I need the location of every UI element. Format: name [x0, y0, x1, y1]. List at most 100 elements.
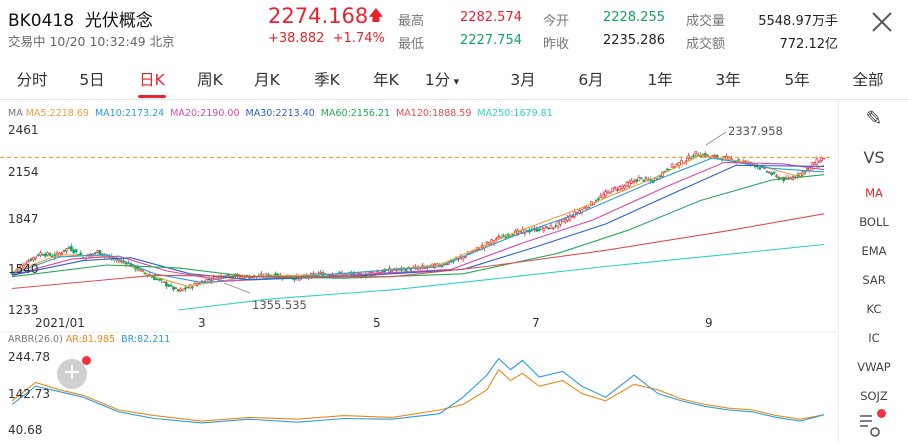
- ma_legend-item: MA120:1888.59: [396, 108, 472, 119]
- candle-body: [169, 284, 173, 287]
- ma_legend-item: MA20:2190.00: [170, 108, 240, 119]
- candle-body: [70, 246, 73, 252]
- arbr_legend-item: AR:81.985: [65, 334, 116, 345]
- tab-11[interactable]: 3年: [715, 71, 741, 89]
- tab-3[interactable]: 周K: [197, 71, 223, 89]
- ma-line-ma120: [11, 213, 825, 290]
- tab-5[interactable]: 季K: [314, 71, 340, 89]
- tab-13[interactable]: 全部: [852, 71, 884, 89]
- ma-line-ma30: [11, 164, 825, 281]
- candle-body: [670, 163, 674, 168]
- tab-2[interactable]: 日K: [139, 71, 165, 89]
- settings-icon[interactable]: [857, 412, 881, 438]
- candle-body: [642, 179, 645, 182]
- candle-body: [60, 252, 64, 255]
- tab-12[interactable]: 5年: [784, 71, 810, 89]
- tab-8[interactable]: 3月: [510, 71, 536, 89]
- tab-10[interactable]: 1年: [647, 71, 673, 89]
- tab-9[interactable]: 6月: [578, 71, 604, 89]
- ma_legend-item: MA10:2173.24: [94, 108, 165, 119]
- candle-body: [186, 286, 189, 289]
- arbr-tick: 244.78: [8, 350, 50, 364]
- candle-body: [98, 250, 102, 256]
- candle-body: [609, 191, 612, 194]
- candle-body: [435, 263, 439, 266]
- candle-body: [67, 247, 71, 249]
- indicator-sar[interactable]: SAR: [862, 273, 886, 287]
- quote-value: 5548.97万手: [758, 14, 838, 29]
- candle-body: [150, 276, 154, 278]
- candle-body: [611, 187, 614, 192]
- date-tick: 2021/01: [35, 316, 85, 330]
- tab-6[interactable]: 年K: [373, 71, 399, 89]
- price-tick: 1847: [8, 212, 39, 226]
- tab-1[interactable]: 5日: [79, 71, 105, 89]
- tab-4[interactable]: 月K: [254, 71, 280, 89]
- date-tick: 5: [373, 316, 381, 330]
- chevron-down-icon: ▾: [450, 75, 460, 88]
- candle-body: [74, 249, 78, 253]
- price-tick: 1233: [8, 303, 39, 317]
- edit-icon[interactable]: ✎: [865, 106, 883, 130]
- candle-body: [763, 167, 766, 169]
- candle-body: [96, 250, 99, 253]
- candle-body: [820, 157, 823, 162]
- indicator-ma[interactable]: MA: [865, 186, 883, 200]
- ma-line-ma10: [11, 157, 825, 284]
- add-indicator-button[interactable]: +: [57, 359, 87, 389]
- candle-body: [663, 170, 667, 173]
- candle-body: [62, 249, 66, 252]
- candle-body: [554, 225, 558, 227]
- candle-body: [485, 241, 489, 245]
- arbr-legend: ARBR(26.0) AR:81.985 BR:82.211: [8, 334, 176, 345]
- candle-body: [433, 264, 436, 269]
- candle-body: [43, 253, 47, 257]
- candle-body: [542, 228, 546, 231]
- candle-body: [157, 279, 161, 281]
- candle-body: [725, 156, 728, 159]
- indicator-vwap[interactable]: VWAP: [857, 360, 891, 374]
- low-leader-line: [223, 282, 251, 294]
- candle-body: [585, 207, 588, 210]
- vs-button[interactable]: VS: [863, 148, 885, 167]
- indicator-kc[interactable]: KC: [866, 302, 882, 316]
- stock-name: 光伏概念: [84, 11, 153, 31]
- candle-body: [381, 271, 384, 273]
- candle-body: [623, 185, 626, 189]
- candle-body: [692, 155, 695, 158]
- price-change: +38.882 +1.74%: [268, 31, 385, 46]
- period-tabs: 分时 5日 日K 周K 月K 季K 年K 1分 ▾ 3月 6月 1年 3年 5年 全部: [0, 62, 908, 98]
- candle-body: [502, 235, 505, 237]
- quote-label: 今开: [543, 14, 570, 29]
- indicator-ema[interactable]: EMA: [861, 244, 887, 258]
- candle-body: [319, 272, 322, 274]
- candle-body: [568, 215, 572, 220]
- candle-body: [613, 187, 617, 190]
- candle-body: [822, 157, 826, 160]
- tab-7[interactable]: 1分 ▾: [424, 71, 460, 89]
- ma_legend-item: MA30:2213.40: [245, 108, 315, 119]
- tab-0[interactable]: 分时: [16, 71, 48, 89]
- kline-chart[interactable]: [0, 100, 838, 443]
- indicator-boll[interactable]: BOLL: [859, 215, 889, 229]
- candle-body: [390, 270, 394, 273]
- notification-dot: [82, 356, 91, 365]
- high-annotation: 2337.958: [728, 124, 783, 138]
- candle-body: [604, 191, 607, 197]
- tab-active-underline: [138, 95, 166, 98]
- arbr-tick: 40.68: [8, 423, 43, 437]
- candle-body: [582, 207, 586, 209]
- candle-body: [409, 269, 413, 271]
- quote-value: 2228.255: [602, 10, 665, 25]
- candle-body: [497, 236, 501, 238]
- indicator-sidebar: ✎ VS MA BOLL EMA SAR KC IC VWAP SOJZ: [838, 100, 908, 443]
- indicator-ic[interactable]: IC: [868, 331, 880, 345]
- quote-value: 772.12亿: [779, 37, 839, 52]
- close-icon[interactable]: [868, 8, 896, 36]
- high-leader-line: [705, 131, 727, 146]
- candle-body: [165, 281, 168, 287]
- candle-body: [184, 287, 187, 290]
- candle-body: [658, 175, 662, 178]
- indicator-sojz[interactable]: SOJZ: [860, 389, 888, 403]
- candle-body: [813, 162, 816, 166]
